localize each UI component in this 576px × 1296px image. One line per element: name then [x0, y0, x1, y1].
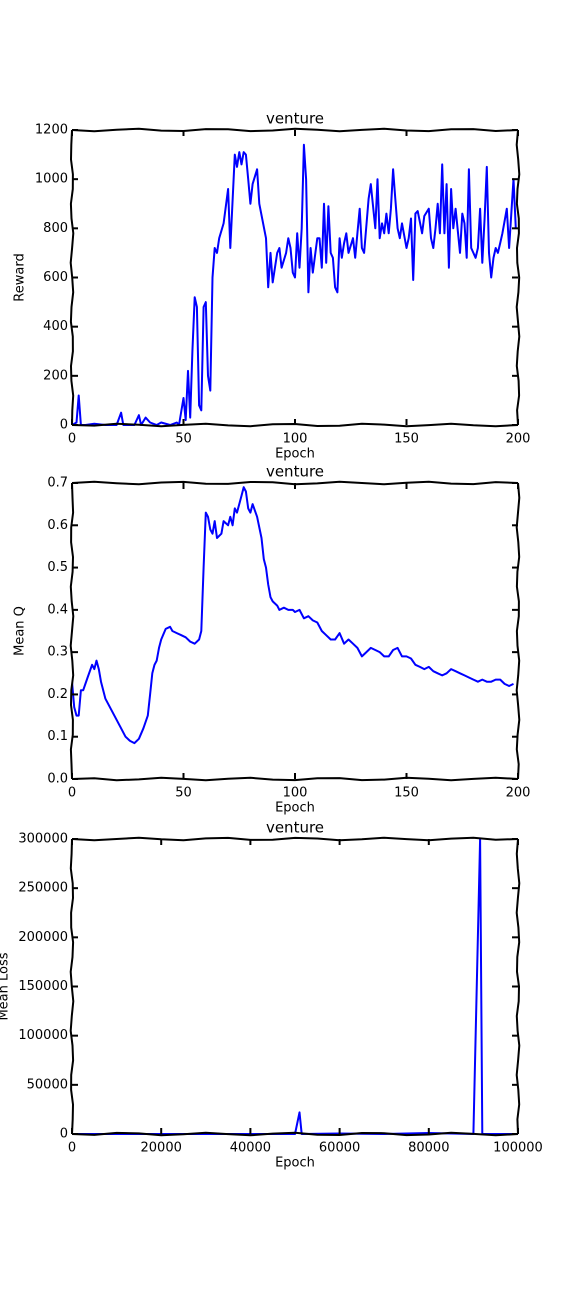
x-tick-label: 20000	[141, 1141, 182, 1156]
y-tick-label: 1200	[35, 123, 68, 138]
data-line	[72, 143, 517, 426]
y-tick-label: 0.4	[47, 602, 68, 617]
plot-area	[72, 838, 518, 1135]
x-axis-label: Epoch	[275, 801, 315, 816]
y-tick-label: 300000	[18, 832, 68, 847]
x-tick-label: 200	[506, 432, 531, 447]
axis-spine	[515, 482, 521, 780]
x-tick-label: 50	[175, 432, 192, 447]
y-tick-label: 0	[60, 418, 68, 433]
axis-spine	[69, 482, 75, 780]
axis-spine	[71, 1131, 519, 1137]
y-tick-label: 250000	[18, 881, 68, 896]
axis-spine	[71, 127, 519, 133]
data-line	[72, 486, 514, 745]
y-tick-label: 400	[43, 319, 68, 334]
chart-title: venture	[266, 819, 324, 837]
x-tick-label: 200	[506, 786, 531, 801]
y-tick-label: 100000	[18, 1028, 68, 1043]
y-tick-label: 0	[60, 1127, 68, 1142]
chart-title: venture	[266, 463, 324, 481]
y-axis-label: Mean Q	[13, 606, 28, 656]
x-axis-label: Epoch	[275, 447, 315, 462]
x-tick-label: 100000	[493, 1141, 543, 1156]
x-tick-label: 150	[394, 786, 419, 801]
x-tick-label: 40000	[230, 1141, 271, 1156]
y-tick-label: 600	[43, 270, 68, 285]
y-tick-label: 50000	[27, 1077, 68, 1092]
x-tick-label: 60000	[319, 1141, 360, 1156]
y-tick-label: 0.6	[47, 518, 68, 533]
y-tick-label: 200000	[18, 930, 68, 945]
x-tick-label: 50	[175, 786, 192, 801]
x-tick-label: 0	[68, 786, 76, 801]
x-tick-label: 80000	[408, 1141, 449, 1156]
x-tick-label: 150	[394, 432, 419, 447]
x-tick-label: 100	[283, 786, 308, 801]
plot-area	[72, 486, 514, 745]
chart-title: venture	[266, 110, 324, 128]
y-tick-label: 150000	[18, 979, 68, 994]
y-tick-label: 0.7	[47, 476, 68, 491]
y-tick-label: 800	[43, 221, 68, 236]
axis-spine	[71, 776, 519, 782]
y-tick-label: 0.5	[47, 560, 68, 575]
y-tick-label: 0.0	[47, 772, 68, 787]
x-axis-label: Epoch	[275, 1156, 315, 1171]
axis-spine	[71, 836, 519, 842]
x-tick-label: 0	[68, 432, 76, 447]
y-axis-label: Mean Loss	[0, 952, 12, 1020]
y-tick-label: 1000	[35, 172, 68, 187]
y-tick-label: 200	[43, 368, 68, 383]
plot-area	[72, 143, 517, 426]
data-line	[72, 838, 518, 1135]
y-axis-label: Reward	[13, 253, 28, 301]
x-tick-label: 100	[283, 432, 308, 447]
y-tick-label: 0.3	[47, 645, 68, 660]
y-tick-label: 0.2	[47, 687, 68, 702]
x-tick-label: 0	[68, 1141, 76, 1156]
y-tick-label: 0.1	[47, 729, 68, 744]
